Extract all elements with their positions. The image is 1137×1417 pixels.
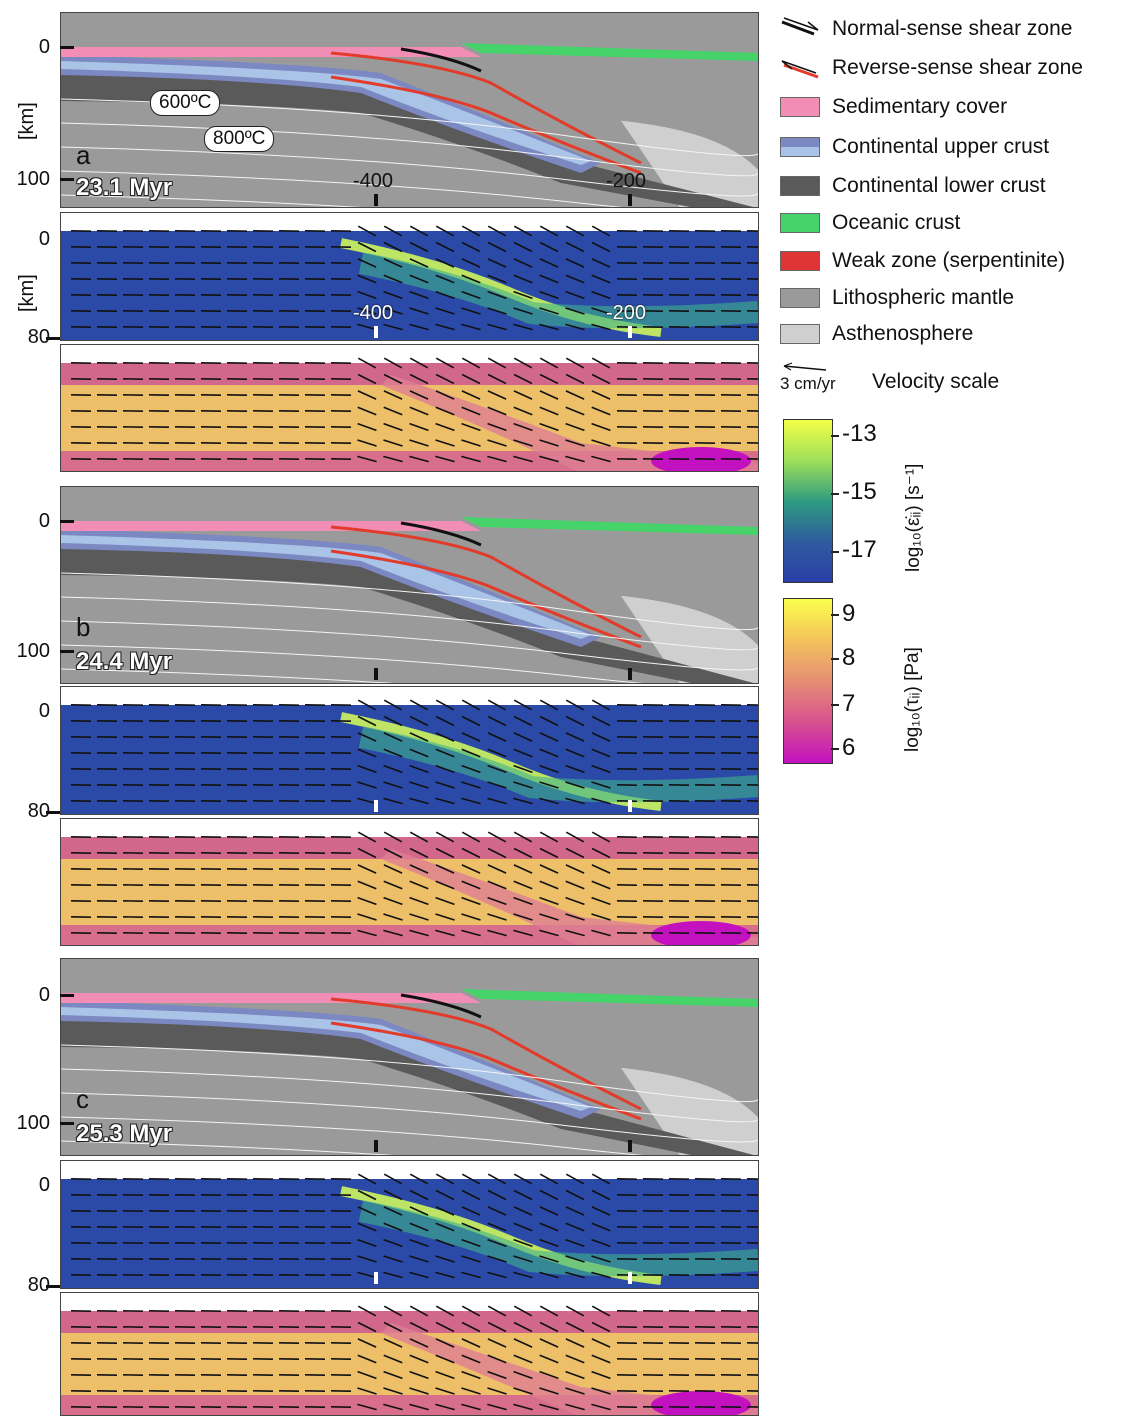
- composition-drawing: [61, 13, 758, 207]
- upper-crust-swatch: [780, 137, 820, 157]
- strain-rate-drawing: [61, 1173, 758, 1288]
- stress-map-a: [60, 344, 759, 472]
- depth-tick-label: 80: [27, 800, 50, 822]
- stress-drawing: [61, 1293, 758, 1415]
- stress-colorbar-title: log₁₀(τᵢᵢ) [Pa]: [902, 647, 923, 752]
- velocity-value: 3 cm/yr: [780, 374, 836, 393]
- legend-upper-crust: Continental upper crust: [780, 134, 1049, 160]
- panel-time: 25.3 Myr: [76, 1120, 173, 1147]
- composition-drawing: [61, 959, 758, 1155]
- lower-crust-swatch: [780, 176, 820, 196]
- legend-label: Asthenosphere: [832, 322, 974, 345]
- legend-label: Normal-sense shear zone: [832, 17, 1073, 40]
- velocity-arrow-icon: [783, 362, 827, 371]
- stress-tick-label: 8: [842, 644, 856, 671]
- depth-tick-label: 0: [38, 510, 50, 532]
- strain-tick-label: -15: [842, 478, 877, 505]
- strain-tick-label: -13: [842, 420, 877, 447]
- legend-label: Lithospheric mantle: [832, 286, 1015, 309]
- depth-tick-label: 100: [16, 1112, 50, 1134]
- depth-unit-label: [km]: [16, 274, 38, 312]
- sedimentary-swatch: [780, 97, 820, 117]
- legend-normal-shear: Normal-sense shear zone: [780, 16, 1072, 42]
- strain-rate-drawing: [61, 699, 758, 814]
- panel-letter: b: [76, 612, 91, 642]
- velocity-label: Velocity scale: [872, 370, 1000, 393]
- composition-map-c: [60, 958, 759, 1156]
- depth-tick-label: 80: [27, 1274, 50, 1296]
- stress-map-c: [60, 1292, 759, 1416]
- legend-weak-zone: Weak zone (serpentinite): [780, 248, 1065, 274]
- stress-tick-label: 6: [842, 734, 856, 761]
- x-tick-label: -400: [352, 302, 394, 324]
- reverse-shear-arrow-icon: [781, 60, 819, 79]
- depth-tick-label: 100: [16, 168, 50, 190]
- strain-rate-map-b: [60, 686, 759, 815]
- depth-unit-label: [km]: [16, 102, 38, 140]
- strain-gradient: [783, 419, 833, 583]
- strain-tick-label: -17: [842, 536, 877, 563]
- depth-tick-label: 0: [38, 700, 50, 722]
- legend-label: Sedimentary cover: [832, 95, 1008, 118]
- isotherm-label: 800ºC: [204, 126, 275, 152]
- legend-oceanic: Oceanic crust: [780, 210, 960, 236]
- depth-tick-label: 100: [16, 640, 50, 662]
- x-tick-label: -200: [605, 302, 647, 324]
- oceanic-swatch: [780, 213, 820, 233]
- legend-lower-crust: Continental lower crust: [780, 173, 1046, 199]
- depth-tick-label: 0: [38, 1174, 50, 1196]
- legend-label: Reverse-sense shear zone: [832, 56, 1083, 79]
- isotherm-label: 600ºC: [150, 90, 221, 116]
- strain-colorbar-title: log₁₀(ε̇ᵢᵢ) [s⁻¹]: [903, 463, 924, 572]
- composition-map-a: [60, 12, 759, 208]
- asthenosphere-swatch: [780, 324, 820, 344]
- stress-drawing: [61, 345, 758, 471]
- stress-drawing: [61, 819, 758, 945]
- panel-time: 23.1 Myr: [76, 174, 173, 201]
- depth-tick-label: 80: [27, 326, 50, 348]
- composition-map-b: [60, 486, 759, 684]
- legend-reverse-shear: Reverse-sense shear zone: [780, 55, 1083, 81]
- strain-rate-drawing: [61, 225, 758, 340]
- strain-rate-map-a: [60, 212, 759, 341]
- legend-label: Oceanic crust: [832, 211, 961, 234]
- depth-tick-label: 0: [38, 228, 50, 250]
- legend-asthenosphere: Asthenosphere: [780, 321, 973, 347]
- panel-time: 24.4 Myr: [76, 648, 173, 675]
- stress-tick-label: 7: [842, 690, 856, 717]
- lith-mantle-swatch: [780, 288, 820, 308]
- x-tick-label: -400: [352, 170, 394, 192]
- stress-gradient: [783, 598, 833, 764]
- x-tick-label: -200: [605, 170, 647, 192]
- normal-shear-arrow-icon: [781, 17, 819, 36]
- panel-letter: a: [76, 140, 91, 170]
- depth-tick-label: 0: [38, 984, 50, 1006]
- legend-label: Continental lower crust: [832, 174, 1046, 197]
- legend-label: Continental upper crust: [832, 135, 1050, 158]
- strain-rate-map-c: [60, 1160, 759, 1289]
- depth-tick-label: 0: [38, 36, 50, 58]
- panel-letter: c: [76, 1084, 89, 1114]
- legend-sedimentary: Sedimentary cover: [780, 94, 1007, 120]
- stress-tick-label: 9: [842, 600, 856, 627]
- legend-label: Weak zone (serpentinite): [832, 249, 1066, 272]
- composition-drawing: [61, 487, 758, 683]
- weak-zone-swatch: [780, 251, 820, 271]
- stress-map-b: [60, 818, 759, 946]
- legend-lith-mantle: Lithospheric mantle: [780, 285, 1014, 311]
